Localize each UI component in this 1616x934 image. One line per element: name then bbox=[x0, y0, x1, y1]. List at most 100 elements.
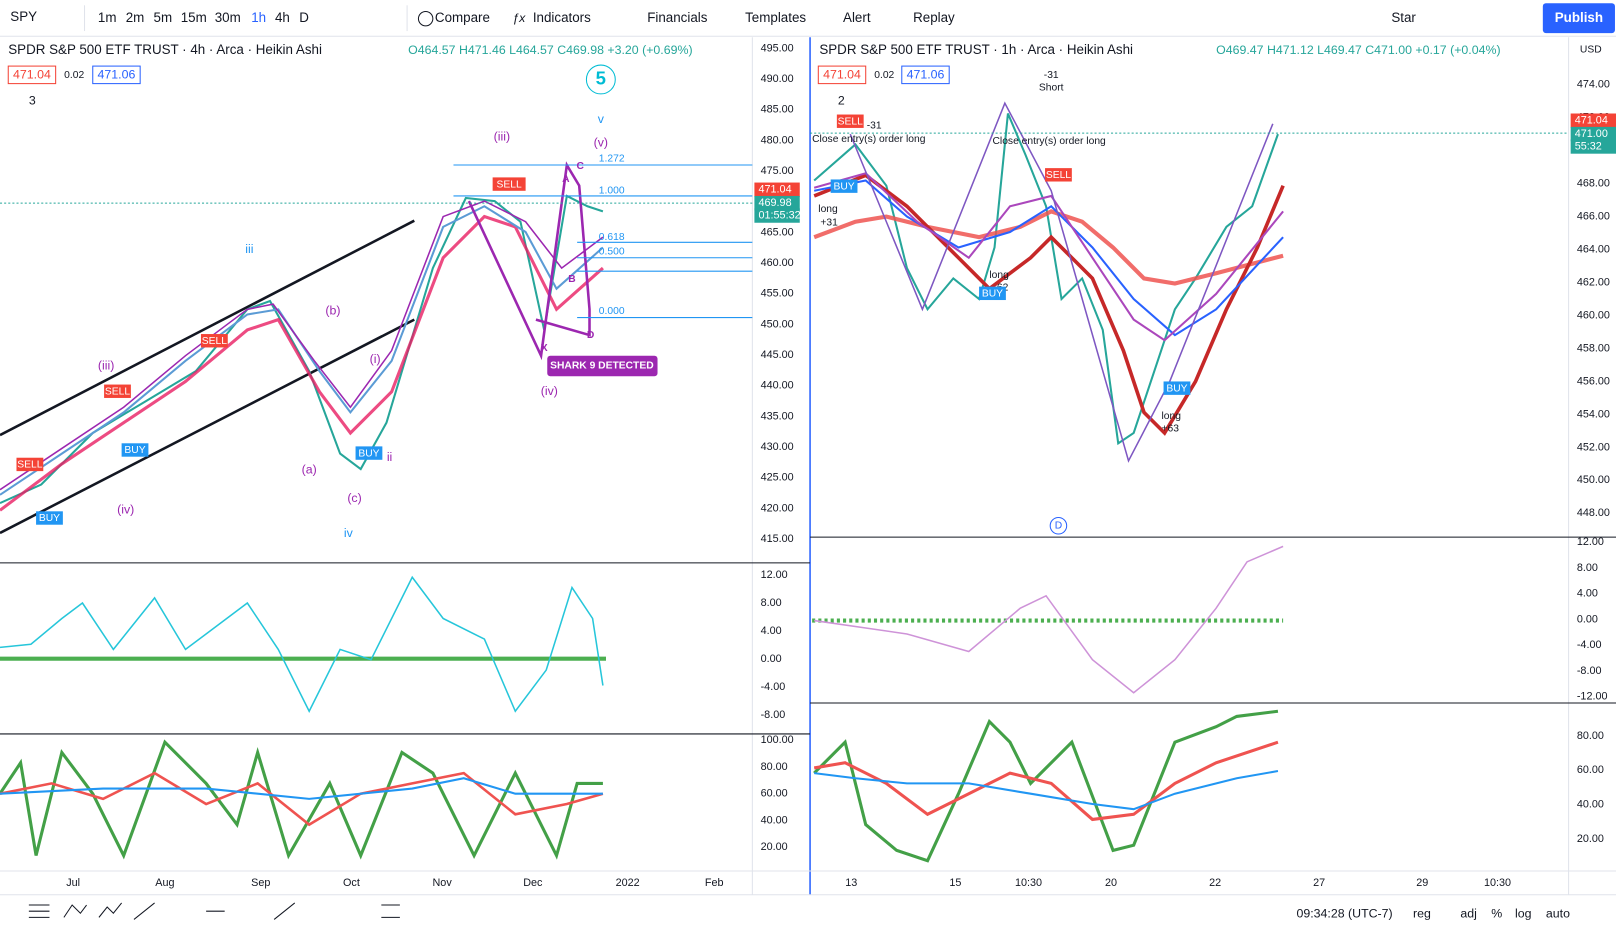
time-label: Sep bbox=[251, 877, 270, 889]
interval-button[interactable]: 2m bbox=[126, 10, 145, 25]
axis-label: 4.00 bbox=[1577, 588, 1598, 600]
price-tag bbox=[754, 208, 800, 223]
pattern-point: X bbox=[541, 343, 548, 354]
ask[interactable]: 471.06 bbox=[907, 68, 945, 82]
clock: 09:34:28 (UTC-7) bbox=[1297, 907, 1393, 921]
axis-label: 465.00 bbox=[761, 226, 794, 238]
axis-label: 464.00 bbox=[1577, 243, 1610, 255]
layout-button[interactable]: Star bbox=[1391, 10, 1416, 25]
interval-button[interactable]: D bbox=[299, 10, 309, 25]
price-tag-label: 01:55:32 bbox=[759, 209, 801, 221]
axis-label: 420.00 bbox=[761, 502, 794, 514]
price-tag-label: 469.98 bbox=[759, 197, 792, 209]
spread: 0.02 bbox=[64, 70, 84, 81]
bid[interactable]: 471.04 bbox=[823, 68, 861, 82]
price-tag bbox=[1570, 126, 1616, 142]
financials-button[interactable]: Financials bbox=[647, 10, 708, 25]
wave-label: (iv) bbox=[117, 503, 134, 517]
axis-label: 60.00 bbox=[761, 788, 788, 800]
axis-label: 485.00 bbox=[761, 104, 794, 116]
axis-label: 430.00 bbox=[761, 441, 794, 453]
indicator-count[interactable]: 2 bbox=[838, 93, 845, 107]
buy-signal: BUY bbox=[833, 181, 854, 192]
status-log[interactable]: log bbox=[1515, 907, 1532, 921]
wave-label: (iii) bbox=[98, 358, 114, 372]
pattern-point: C bbox=[577, 161, 585, 172]
signal-note: long bbox=[989, 270, 1009, 281]
templates-button[interactable]: Templates bbox=[745, 10, 806, 25]
status-percent[interactable]: % bbox=[1491, 907, 1502, 921]
interval-button[interactable]: 4h bbox=[275, 10, 290, 25]
symbol[interactable]: SPY bbox=[10, 9, 37, 24]
price-tag bbox=[1570, 139, 1616, 154]
axis-label: 100.00 bbox=[761, 734, 794, 746]
toolbar bbox=[0, 0, 1616, 37]
right-price-drawing bbox=[810, 101, 1569, 535]
axis-label: 425.00 bbox=[761, 472, 794, 484]
axis-label: 80.00 bbox=[761, 761, 788, 773]
publish-button[interactable]: Publish bbox=[1555, 10, 1603, 25]
time-label: 15 bbox=[949, 877, 961, 889]
axis-label: 454.00 bbox=[1577, 408, 1610, 420]
axis-label: 450.00 bbox=[1577, 474, 1610, 486]
fx-icon: ƒx bbox=[512, 11, 526, 25]
axis-label: 490.00 bbox=[761, 73, 794, 85]
time-label: 29 bbox=[1416, 877, 1428, 889]
status-adj[interactable]: adj bbox=[1460, 907, 1477, 921]
ask[interactable]: 471.06 bbox=[98, 68, 136, 82]
compare-button[interactable]: Compare bbox=[435, 10, 490, 25]
signal-note: +31 bbox=[820, 217, 838, 228]
status-auto[interactable]: auto bbox=[1546, 907, 1570, 921]
wave-label: ii bbox=[387, 450, 393, 464]
axis-label: 450.00 bbox=[761, 318, 794, 330]
fib-level: 0.000 bbox=[599, 306, 625, 317]
axis-label: 466.00 bbox=[1577, 210, 1610, 222]
alert-button[interactable]: Alert bbox=[843, 10, 871, 25]
status-reg[interactable]: reg bbox=[1413, 907, 1431, 921]
time-label: 13 bbox=[845, 877, 857, 889]
publish-bg[interactable] bbox=[1542, 3, 1615, 34]
axis-label: 468.00 bbox=[1577, 177, 1610, 189]
buy-signal: BUY bbox=[124, 445, 145, 456]
right-ohlc: O469.47 H471.12 L469.47 C471.00 +0.17 (+… bbox=[1216, 43, 1500, 57]
signal-note: long bbox=[818, 204, 838, 215]
price-tag bbox=[754, 195, 800, 211]
left-title: SPDR S&P 500 ETF TRUST · 4h · Arca · Hei… bbox=[8, 42, 322, 57]
axis-label: 20.00 bbox=[761, 841, 788, 853]
signal-note: -31 bbox=[1044, 70, 1059, 81]
price-tag bbox=[1570, 113, 1616, 128]
axis-label: 480.00 bbox=[761, 134, 794, 146]
indicator-count[interactable]: 3 bbox=[29, 93, 36, 107]
axis-label: -4.00 bbox=[761, 681, 786, 693]
axis-label: 8.00 bbox=[1577, 562, 1598, 574]
sell-signal: SELL bbox=[17, 460, 42, 471]
indicators-button[interactable]: Indicators bbox=[533, 10, 591, 25]
pattern-label: SHARK 9 DETECTED bbox=[550, 361, 654, 372]
bid[interactable]: 471.04 bbox=[13, 68, 51, 82]
interval-button[interactable]: 15m bbox=[181, 10, 207, 25]
interval-button[interactable]: 5m bbox=[154, 10, 173, 25]
axis-label: 40.00 bbox=[761, 814, 788, 826]
time-label: 10:30 bbox=[1015, 877, 1042, 889]
wave-label: iii bbox=[245, 242, 253, 256]
axis-label: 40.00 bbox=[1577, 799, 1604, 811]
axis-label: 448.00 bbox=[1577, 507, 1610, 519]
interval-button[interactable]: 1h bbox=[251, 10, 266, 25]
indicator-drawing bbox=[0, 545, 1284, 863]
wave-label: v bbox=[598, 112, 605, 126]
axis-label: 12.00 bbox=[1577, 536, 1604, 548]
interval-button[interactable]: 30m bbox=[215, 10, 241, 25]
axis-label: 455.00 bbox=[761, 288, 794, 300]
signal-note: Close entry(s) order long bbox=[812, 134, 926, 145]
interval-button[interactable]: 1m bbox=[98, 10, 117, 25]
fib-level: 0.500 bbox=[599, 246, 625, 257]
axis-label: 460.00 bbox=[1577, 309, 1610, 321]
sell-signal: SELL bbox=[838, 116, 863, 127]
axis-label: 495.00 bbox=[761, 42, 794, 54]
replay-button[interactable]: Replay bbox=[913, 10, 955, 25]
time-label: Jul bbox=[66, 877, 80, 889]
currency[interactable]: USD bbox=[1580, 44, 1602, 55]
wave-label: (iv) bbox=[541, 384, 558, 398]
signal-note: -31 bbox=[867, 121, 882, 132]
axis-label: 458.00 bbox=[1577, 342, 1610, 354]
